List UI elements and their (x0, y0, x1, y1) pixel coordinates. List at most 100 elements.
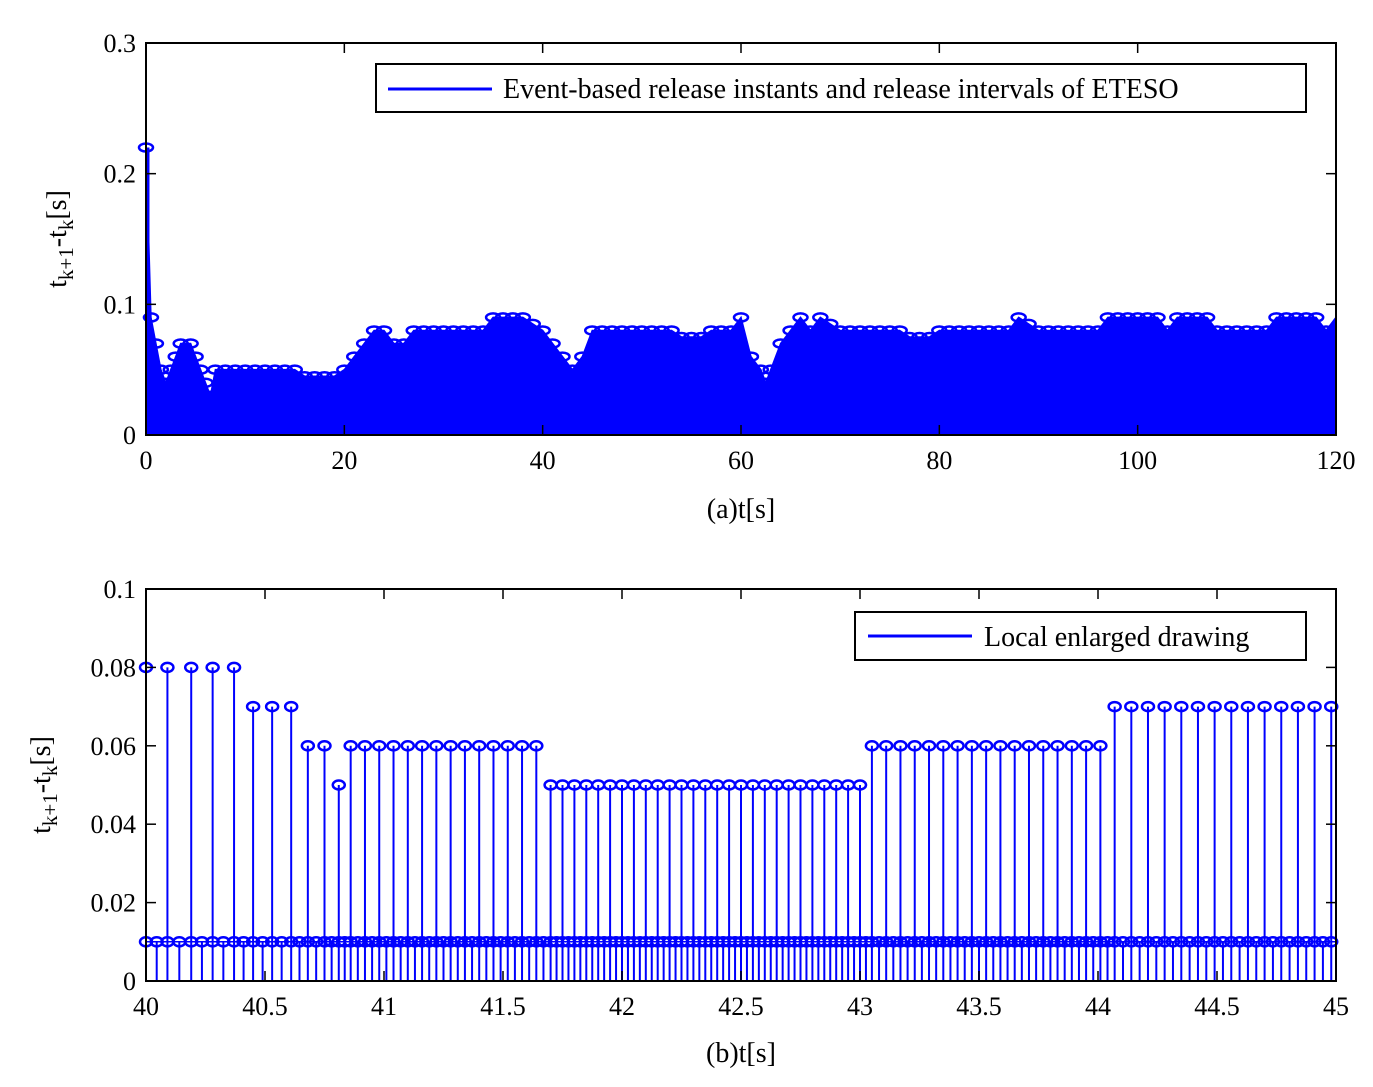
stem-marker (197, 377, 214, 388)
stem-marker (355, 338, 373, 349)
x-tick-label: 41.5 (480, 992, 526, 1021)
stem-marker (300, 740, 316, 752)
legend-a: Event-based release instants and release… (375, 63, 1307, 113)
stem-marker (1218, 325, 1236, 336)
stem-marker (703, 325, 720, 336)
stem-marker (357, 740, 373, 752)
stem-marker (534, 325, 551, 336)
stem-envelope (145, 147, 1337, 436)
stem-marker (978, 740, 994, 752)
stem-marker (1288, 312, 1305, 323)
plot-area-b (138, 661, 1339, 981)
y-ticks-a: 0 0.1 0.2 0.3 (104, 29, 1336, 450)
x-tick-label: 43 (847, 992, 873, 1021)
stem-marker (486, 740, 501, 752)
stem-marker (936, 740, 951, 752)
stem-marker (1298, 312, 1315, 323)
stem-marker (245, 700, 261, 713)
stem-marker (1190, 700, 1206, 713)
stem-marker (1129, 312, 1146, 323)
y-tick-label: 0.02 (91, 889, 137, 918)
stem-marker (183, 661, 199, 674)
stem-marker (1317, 325, 1335, 336)
stem-marker (1224, 700, 1239, 713)
stem-marker (1050, 740, 1065, 752)
stem-marker (921, 331, 938, 343)
stem-marker (861, 325, 879, 336)
stem-marker (429, 740, 444, 752)
stem-marker (1093, 740, 1108, 752)
x-tick-label: 42 (609, 992, 635, 1021)
stem-marker (762, 364, 779, 375)
stem-marker (1040, 325, 1057, 336)
stem-marker (653, 325, 670, 336)
stem-marker (326, 370, 343, 382)
y-tick-label: 0.04 (91, 810, 137, 839)
stem-marker (160, 661, 175, 674)
stem-marker (371, 740, 387, 752)
stem-marker (1208, 325, 1226, 336)
x-tick-label: 40 (530, 446, 556, 475)
stem-marker (217, 364, 234, 375)
stem-marker (514, 740, 530, 752)
stem-marker (802, 325, 819, 336)
stem-marker (1010, 312, 1027, 323)
stem-marker (623, 325, 641, 336)
legend-b: Local enlarged drawing (854, 611, 1307, 661)
stem-marker (1007, 740, 1022, 752)
stem-marker (841, 325, 859, 336)
stem-marker (500, 740, 516, 752)
stem-marker (1159, 325, 1176, 336)
y-ticks-b: 0 0.02 0.04 0.06 0.08 0.1 (91, 575, 1336, 996)
stem-marker (911, 331, 928, 343)
x-tick-label: 43.5 (956, 992, 1002, 1021)
stem-marker (167, 351, 184, 362)
x-tick-label: 42.5 (718, 992, 764, 1021)
stem-marker (878, 740, 894, 752)
stem-marker (544, 338, 561, 349)
legend-label-b: Local enlarged drawing (984, 622, 1249, 653)
stem-marker (564, 364, 581, 375)
legend-label-a: Event-based release instants and release… (503, 74, 1179, 105)
stem-marker (1307, 700, 1322, 713)
stem-marker (1307, 312, 1325, 323)
stem-marker (603, 325, 621, 336)
stem-marker (851, 325, 869, 336)
stem-marker (465, 325, 482, 336)
stem-marker (712, 325, 730, 336)
y-tick-label: 0.2 (104, 160, 137, 189)
stem-marker (455, 325, 472, 336)
stem-marker (1228, 325, 1246, 336)
stem-marker (524, 318, 541, 330)
stem-marker (1278, 312, 1295, 323)
stem-marker (584, 325, 601, 336)
stem-marker (1078, 740, 1094, 752)
stem-marker (1179, 312, 1196, 323)
stem-marker (246, 364, 264, 375)
stem-marker (1188, 312, 1206, 323)
stem-marker (1069, 325, 1087, 336)
stem-marker (276, 364, 294, 375)
stem-marker (1174, 700, 1189, 713)
stem-marker (1149, 312, 1166, 323)
stem-marker (950, 325, 968, 336)
stem-marker (782, 325, 799, 336)
stem-marker (1021, 740, 1037, 752)
chart-a: 0 20 40 60 80 100 120 0 0.1 0.2 0.3 (a)t[s] tk+1-… (42, 29, 1356, 525)
stem-marker (264, 700, 280, 713)
stem-marker (435, 325, 452, 336)
stem-marker (673, 331, 690, 343)
stem-marker (1157, 700, 1172, 713)
x-ticks-a: 0 20 40 60 80 100 120 (140, 43, 1356, 475)
stem-marker (1290, 700, 1306, 713)
y-tick-label: 0.08 (91, 653, 137, 682)
stem-marker (772, 338, 789, 349)
stem-marker (1030, 325, 1047, 336)
stem-marker (960, 325, 978, 336)
stem-marker (316, 370, 333, 382)
stem-marker (812, 312, 829, 323)
stem-marker (157, 377, 175, 388)
stem-marker (457, 740, 473, 752)
stem-marker (1124, 700, 1139, 713)
stem-marker (613, 325, 631, 336)
